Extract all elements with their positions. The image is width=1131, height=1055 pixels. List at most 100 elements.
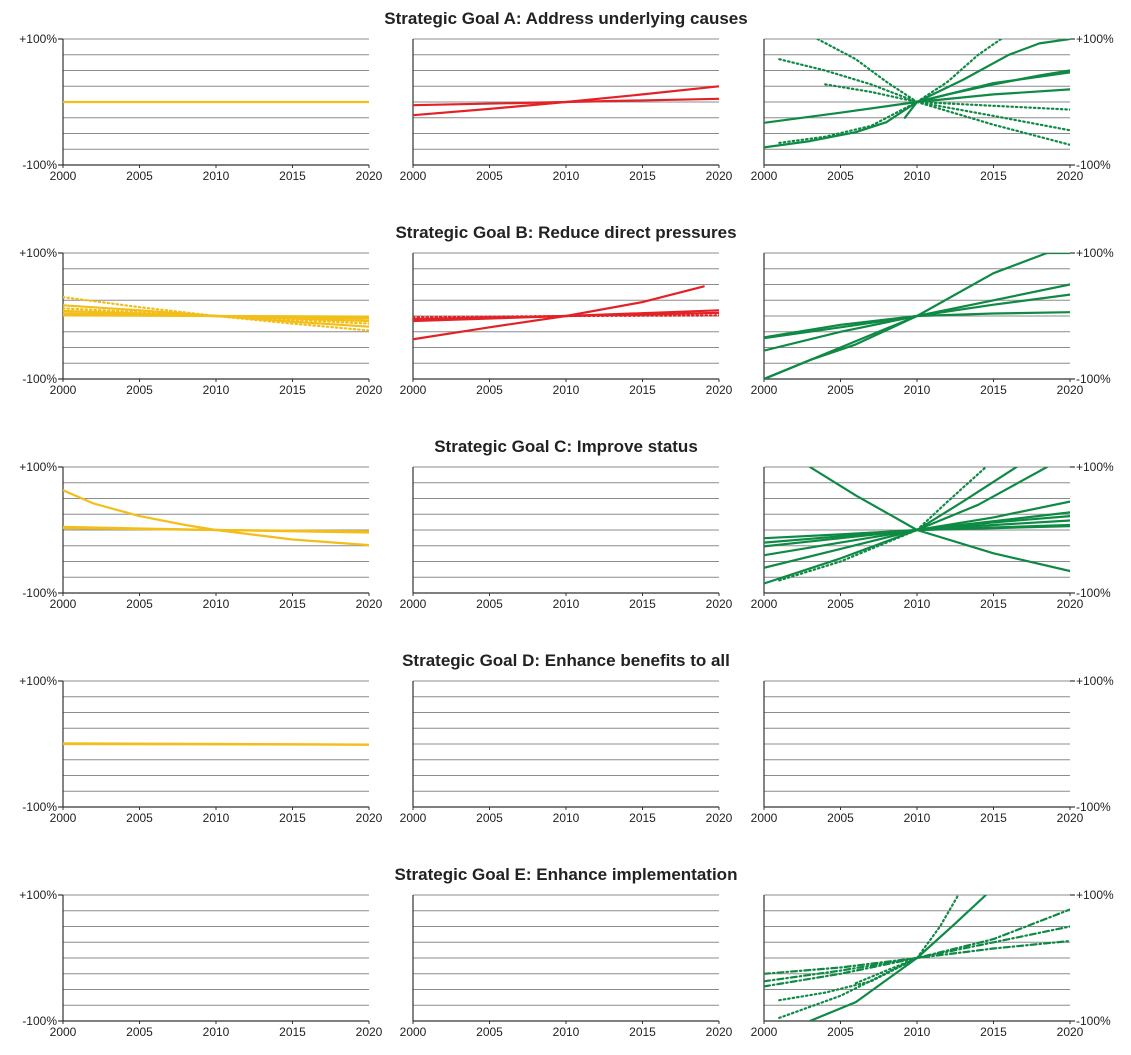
y-tick-label: +100%: [1076, 888, 1114, 902]
series-line: [854, 956, 919, 985]
y-tick-label: +100%: [19, 246, 57, 260]
chart-panel: 2000 2005 2010 2015 2020: [400, 38, 733, 183]
chart-panel: 2000 2005 2010 2015 2020: [400, 680, 733, 825]
x-tick-label: 2020: [356, 1025, 383, 1039]
series-line: [764, 314, 919, 379]
x-tick-label: 2005: [827, 383, 854, 397]
y-tick-label: +100%: [1076, 32, 1114, 46]
y-tick-label: -100%: [1076, 158, 1111, 172]
x-tick-label: 2005: [126, 1025, 153, 1039]
x-tick-label: 2000: [50, 1025, 77, 1039]
y-tick-label: +100%: [1076, 674, 1114, 688]
x-tick-label: 2010: [904, 169, 931, 183]
x-tick-label: 2020: [706, 1025, 733, 1039]
x-tick-label: 2015: [279, 1025, 306, 1039]
y-tick-label: +100%: [1076, 246, 1114, 260]
x-tick-label: 2000: [751, 1025, 778, 1039]
x-tick-label: 2010: [203, 1025, 230, 1039]
chart-panel: +100%-100%2000 2005 2010 2015 2020: [19, 888, 382, 1039]
chart-panel: +100%-100%2000 2005 2010 2015 2020: [19, 32, 382, 183]
x-tick-label: 2005: [476, 811, 503, 825]
y-tick-label: -100%: [1076, 372, 1111, 386]
x-tick-label: 2000: [50, 597, 77, 611]
x-tick-label: 2000: [400, 597, 427, 611]
y-tick-label: +100%: [19, 460, 57, 474]
series-line: [764, 283, 1070, 352]
x-tick-label: 2020: [1057, 383, 1084, 397]
series-line: [63, 742, 369, 746]
x-tick-label: 2010: [904, 383, 931, 397]
x-tick-label: 2010: [553, 811, 580, 825]
series-line: [915, 71, 1070, 104]
series-line: [778, 100, 919, 144]
x-tick-label: 2015: [629, 1025, 656, 1039]
x-tick-label: 2020: [706, 169, 733, 183]
y-tick-label: +100%: [19, 32, 57, 46]
x-tick-label: 2015: [629, 383, 656, 397]
chart-panel: +100%-100%2000 2005 2010 2015 2020: [19, 460, 382, 611]
x-tick-label: 2010: [553, 383, 580, 397]
series-line: [764, 939, 1070, 988]
series-group: [413, 285, 719, 341]
x-tick-label: 2020: [356, 169, 383, 183]
x-tick-label: 2000: [400, 383, 427, 397]
chart-panel: +100%-100%2000 2005 2010 2015 2020: [19, 674, 382, 825]
chart-panel: +100%-100%2000 2005 2010 2015 2020: [751, 888, 1114, 1039]
y-tick-label: +100%: [1076, 460, 1114, 474]
x-tick-label: 2015: [980, 383, 1007, 397]
x-tick-label: 2015: [279, 597, 306, 611]
x-tick-label: 2005: [476, 1025, 503, 1039]
x-tick-label: 2015: [629, 811, 656, 825]
x-tick-label: 2005: [476, 383, 503, 397]
y-tick-label: -100%: [22, 1014, 57, 1028]
series-line: [63, 489, 369, 547]
series-line: [915, 39, 1003, 104]
x-tick-label: 2010: [203, 169, 230, 183]
x-tick-label: 2020: [706, 811, 733, 825]
x-tick-label: 2000: [751, 383, 778, 397]
x-tick-label: 2000: [751, 811, 778, 825]
x-tick-label: 2010: [203, 811, 230, 825]
series-line: [413, 314, 719, 319]
y-tick-label: -100%: [1076, 586, 1111, 600]
chart-panel: +100% -100% 2000 2005 2010 2015 2020: [751, 246, 1114, 397]
x-tick-label: 2000: [751, 597, 778, 611]
chart-panel: +100%-100%2000 2005 2010 2015 2020: [751, 460, 1114, 611]
chart-panel: +100%-100%2000 2005 2010 2015 2020: [751, 674, 1114, 825]
series-line: [915, 100, 1070, 132]
series-line: [915, 467, 1049, 532]
x-tick-label: 2010: [553, 1025, 580, 1039]
x-tick-label: 2010: [904, 1025, 931, 1039]
chart-panel: +100%-100%2000 2005 2010 2015 2020: [751, 32, 1114, 183]
x-tick-label: 2020: [1057, 597, 1084, 611]
x-tick-label: 2005: [827, 169, 854, 183]
x-tick-label: 2010: [904, 597, 931, 611]
x-tick-label: 2015: [279, 811, 306, 825]
series-line: [764, 69, 1070, 149]
series-group: [764, 253, 1070, 379]
x-tick-label: 2005: [126, 811, 153, 825]
series-line: [764, 311, 1070, 340]
x-tick-label: 2020: [356, 597, 383, 611]
series-line: [903, 100, 919, 119]
series-line: [915, 895, 960, 960]
series-line: [764, 925, 1070, 983]
series-line: [63, 526, 369, 533]
x-tick-label: 2005: [476, 169, 503, 183]
x-tick-label: 2005: [126, 383, 153, 397]
series-line: [915, 467, 987, 532]
x-tick-label: 2005: [126, 597, 153, 611]
x-tick-label: 2020: [706, 383, 733, 397]
x-tick-label: 2010: [553, 169, 580, 183]
x-tick-label: 2000: [400, 811, 427, 825]
series-group: [63, 489, 369, 547]
series-line: [764, 253, 1070, 379]
series-line: [915, 100, 1070, 111]
x-tick-label: 2000: [400, 1025, 427, 1039]
y-tick-label: -100%: [1076, 1014, 1111, 1028]
goal-title: Strategic Goal A: Address underlying cau…: [384, 9, 747, 28]
y-tick-label: -100%: [22, 586, 57, 600]
x-tick-label: 2020: [1057, 169, 1084, 183]
series-group: [63, 296, 369, 332]
series-line: [764, 908, 1070, 975]
